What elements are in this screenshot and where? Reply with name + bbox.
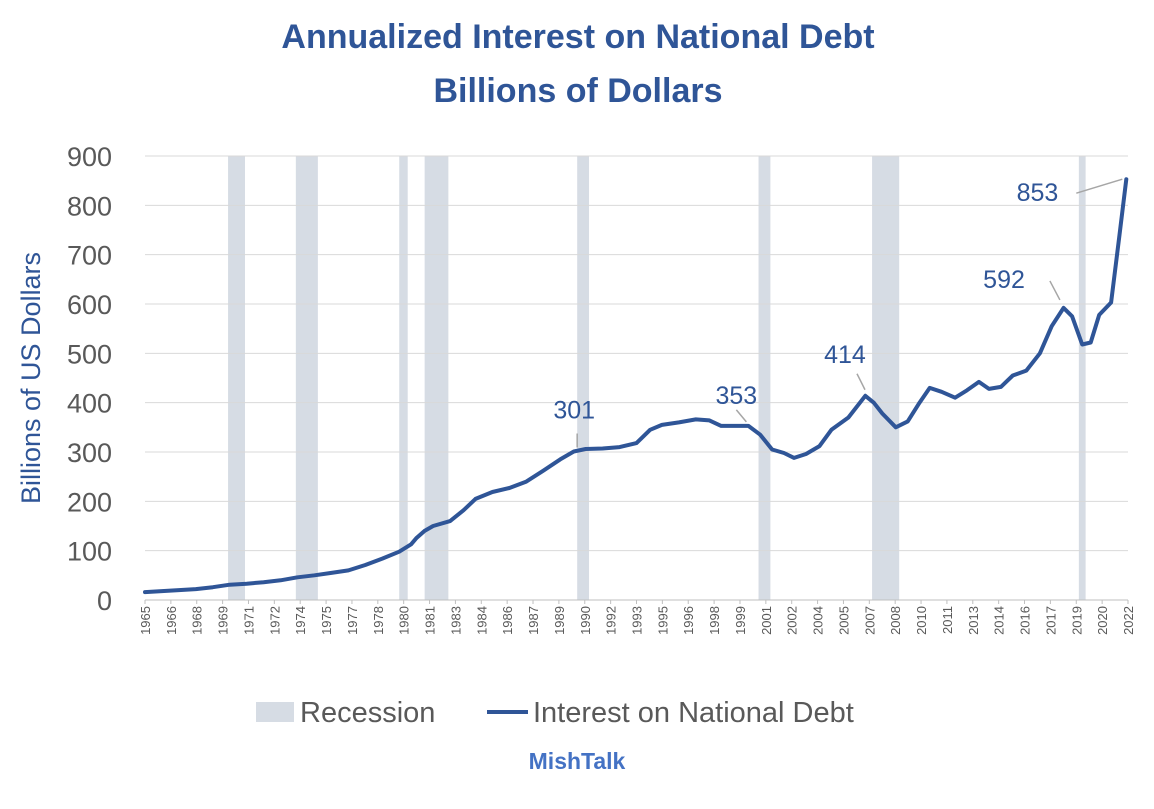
x-tick-label: 1975 <box>319 606 334 635</box>
legend-recession-label: Recession <box>300 697 435 729</box>
annotation-label: 353 <box>715 382 757 410</box>
x-tick-label: 2013 <box>966 606 981 635</box>
y-tick-label: 500 <box>67 339 112 369</box>
x-tick-label: 1980 <box>397 606 412 635</box>
x-tick-label: 1998 <box>707 606 722 635</box>
annotation-leader <box>1049 280 1061 301</box>
x-tick-label: 2019 <box>1069 606 1084 635</box>
x-tick-label: 1972 <box>267 606 282 635</box>
annotation-label: 853 <box>1017 179 1059 207</box>
x-tick-label: 1974 <box>293 606 308 635</box>
legend-recession-swatch <box>256 702 294 722</box>
x-tick-label: 2017 <box>1043 606 1058 635</box>
recession-band <box>424 156 449 600</box>
recession-bands <box>228 156 1086 600</box>
x-axis: 1965 1966 1968 1969 1971 1972 1974 1975 1977 1978… <box>138 600 1136 635</box>
x-tick-label: 2005 <box>836 606 851 635</box>
gridlines <box>145 155 1128 601</box>
x-tick-label: 1999 <box>733 606 748 635</box>
y-tick-label: 400 <box>67 389 112 419</box>
x-tick-label: 1996 <box>681 606 696 635</box>
x-tick-label: 1992 <box>604 606 619 635</box>
annotation-leader <box>856 373 866 391</box>
x-tick-label: 1977 <box>345 606 360 635</box>
recession-band <box>1078 156 1086 600</box>
source-label: MishTalk <box>529 748 626 774</box>
x-tick-label: 2014 <box>992 606 1007 635</box>
x-tick-label: 1989 <box>552 606 567 635</box>
x-tick-label: 2001 <box>759 606 774 635</box>
x-tick-label: 1969 <box>216 606 231 635</box>
annotation-label: 592 <box>983 266 1025 294</box>
recession-band <box>758 156 771 600</box>
y-tick-label: 800 <box>67 191 112 221</box>
x-tick-label: 2022 <box>1121 606 1136 635</box>
y-tick-label: 200 <box>67 487 112 517</box>
x-tick-label: 2004 <box>811 606 826 635</box>
y-axis: 0 100 200 300 400 500 600 700 800 900 <box>67 142 112 616</box>
interest-line <box>143 177 1129 595</box>
x-tick-label: 1995 <box>655 606 670 635</box>
y-tick-label: 700 <box>67 241 112 271</box>
x-tick-label: 2002 <box>785 606 800 635</box>
x-tick-label: 1993 <box>630 606 645 635</box>
legend: Recession Interest on National Debt <box>256 697 854 729</box>
x-tick-label: 1986 <box>500 606 515 635</box>
x-tick-label: 1971 <box>241 606 256 635</box>
x-tick-label: 2008 <box>888 606 903 635</box>
y-tick-label: 600 <box>67 290 112 320</box>
x-tick-label: 1983 <box>448 606 463 635</box>
recession-band <box>577 156 590 600</box>
x-tick-label: 2020 <box>1095 606 1110 635</box>
annotation-leader <box>1076 178 1123 194</box>
y-tick-label: 100 <box>67 537 112 567</box>
y-tick-label: 900 <box>67 142 112 172</box>
annotations: 301 353 414 592 853 <box>553 178 1123 448</box>
x-tick-label: 2011 <box>940 606 955 634</box>
x-tick-label: 2016 <box>1018 606 1033 635</box>
legend-interest-label: Interest on National Debt <box>533 697 854 729</box>
x-tick-label: 2010 <box>914 606 929 635</box>
recession-band <box>295 156 318 600</box>
x-tick-label: 1978 <box>371 606 386 635</box>
x-tick-label: 1968 <box>190 606 205 635</box>
y-axis-label: Billions of US Dollars <box>16 252 46 504</box>
x-tick-label: 1984 <box>474 606 489 635</box>
chart-subtitle: Billions of Dollars <box>433 72 722 110</box>
interest-series <box>143 177 1129 595</box>
x-tick-label: 1981 <box>423 606 438 635</box>
annotation-leader <box>735 409 747 423</box>
y-tick-label: 300 <box>67 438 112 468</box>
recession-band <box>228 156 245 600</box>
annotation-label: 414 <box>824 341 866 369</box>
x-tick-label: 1965 <box>138 606 153 635</box>
y-tick-label: 0 <box>97 586 112 616</box>
recession-band <box>399 156 408 600</box>
x-tick-label: 2007 <box>862 606 877 635</box>
x-tick-label: 1990 <box>578 606 593 635</box>
x-tick-label: 1966 <box>164 606 179 635</box>
chart-title: Annualized Interest on National Debt <box>281 18 874 56</box>
annotation-label: 301 <box>553 397 595 425</box>
recession-band <box>872 156 900 600</box>
x-tick-label: 1987 <box>526 606 541 635</box>
